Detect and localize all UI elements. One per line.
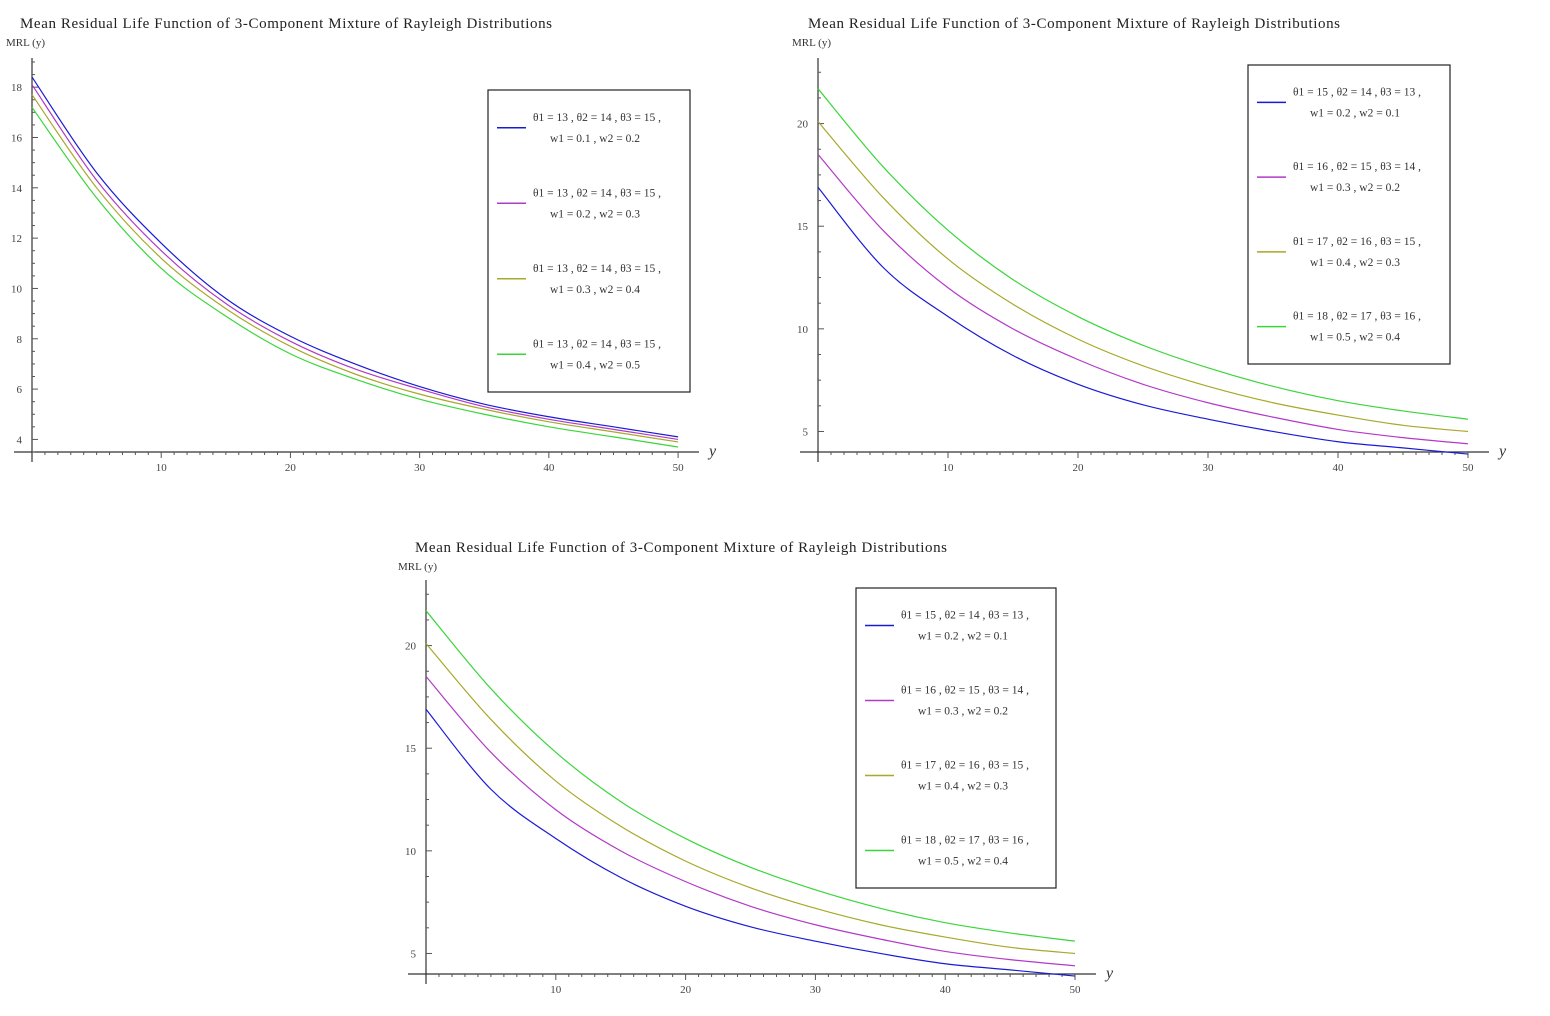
x-tick-label: 50 xyxy=(1463,462,1475,474)
series-line-2 xyxy=(31,84,679,441)
legend-label-4-line2: w1 = 0.4 , w2 = 0.5 xyxy=(550,359,640,371)
chart-title: Mean Residual Life Function of 3-Compone… xyxy=(415,540,948,556)
x-tick-label: 50 xyxy=(673,462,685,474)
x-tick-label: 30 xyxy=(1203,462,1215,474)
chart-panel-1: Mean Residual Life Function of 3-Compone… xyxy=(0,0,760,480)
legend-label-1-line1: θ1 = 15 , θ2 = 14 , θ3 = 13 , xyxy=(1293,86,1421,98)
x-tick-label: 10 xyxy=(943,462,955,474)
y-tick-label: 20 xyxy=(797,119,809,131)
legend-label-3-line1: θ1 = 17 , θ2 = 16 , θ3 = 15 , xyxy=(901,760,1029,772)
y-tick-label: 5 xyxy=(803,426,809,438)
x-axis-label: y xyxy=(1104,965,1114,982)
legend-box xyxy=(855,587,1057,889)
series-line-3 xyxy=(31,94,679,443)
legend-label-1-line1: θ1 = 15 , θ2 = 14 , θ3 = 13 , xyxy=(901,610,1029,622)
series-line-1 xyxy=(31,76,679,438)
x-tick-label: 40 xyxy=(543,462,555,474)
chart-title: Mean Residual Life Function of 3-Compone… xyxy=(808,16,1341,32)
chart-panel-3: Mean Residual Life Function of 3-Compone… xyxy=(390,522,1150,1002)
x-tick-label: 50 xyxy=(1070,984,1082,996)
x-tick-label: 20 xyxy=(285,462,297,474)
series-line-1 xyxy=(817,186,1469,455)
y-axis-label: MRL (y) xyxy=(6,37,45,49)
legend-box xyxy=(1247,64,1451,365)
series-line-4 xyxy=(425,610,1076,942)
legend-label-4-line1: θ1 = 18 , θ2 = 17 , θ3 = 16 , xyxy=(1293,311,1421,323)
x-tick-label: 20 xyxy=(680,984,692,996)
series-line-2 xyxy=(817,153,1469,445)
legend-label-2-line1: θ1 = 16 , θ2 = 15 , θ3 = 14 , xyxy=(901,685,1029,697)
y-tick-label: 4 xyxy=(17,434,23,446)
series-line-3 xyxy=(817,121,1469,433)
chart-svg-2: Mean Residual Life Function of 3-Compone… xyxy=(792,16,1507,474)
x-tick-label: 40 xyxy=(1333,462,1345,474)
series-line-1 xyxy=(425,708,1076,977)
y-tick-label: 15 xyxy=(405,743,417,755)
legend-label-3-line1: θ1 = 13 , θ2 = 14 , θ3 = 15 , xyxy=(533,263,661,275)
legend-label-4-line2: w1 = 0.5 , w2 = 0.4 xyxy=(918,856,1008,868)
chart-panel-2: Mean Residual Life Function of 3-Compone… xyxy=(780,0,1540,480)
y-tick-label: 6 xyxy=(17,384,23,396)
legend-label-1-line2: w1 = 0.1 , w2 = 0.2 xyxy=(550,133,640,145)
y-tick-label: 10 xyxy=(405,846,417,858)
x-tick-label: 30 xyxy=(810,984,822,996)
legend-label-3-line2: w1 = 0.4 , w2 = 0.3 xyxy=(1310,257,1400,269)
y-tick-label: 15 xyxy=(797,221,809,233)
legend-label-1-line2: w1 = 0.2 , w2 = 0.1 xyxy=(918,631,1008,643)
legend-label-2-line2: w1 = 0.2 , w2 = 0.3 xyxy=(550,208,640,220)
legend-label-2-line1: θ1 = 13 , θ2 = 14 , θ3 = 15 , xyxy=(533,187,661,199)
y-tick-label: 10 xyxy=(797,324,809,336)
y-tick-label: 18 xyxy=(11,82,23,94)
chart-title: Mean Residual Life Function of 3-Compone… xyxy=(20,16,553,32)
y-tick-label: 12 xyxy=(11,233,22,245)
x-tick-label: 40 xyxy=(940,984,952,996)
series-line-2 xyxy=(425,675,1076,967)
x-axis-label: y xyxy=(1497,443,1507,460)
legend-label-3-line2: w1 = 0.3 , w2 = 0.4 xyxy=(550,284,640,296)
x-axis-label: y xyxy=(707,443,717,460)
legend-label-2-line2: w1 = 0.3 , w2 = 0.2 xyxy=(1310,182,1400,194)
legend-label-1-line1: θ1 = 13 , θ2 = 14 , θ3 = 15 , xyxy=(533,112,661,124)
y-tick-label: 16 xyxy=(11,132,23,144)
series-line-4 xyxy=(817,88,1469,420)
legend-label-1-line2: w1 = 0.2 , w2 = 0.1 xyxy=(1310,107,1400,119)
legend-label-2-line2: w1 = 0.3 , w2 = 0.2 xyxy=(918,706,1008,718)
x-tick-label: 10 xyxy=(550,984,562,996)
legend-label-4-line1: θ1 = 18 , θ2 = 17 , θ3 = 16 , xyxy=(901,835,1029,847)
legend-label-4-line1: θ1 = 13 , θ2 = 14 , θ3 = 15 , xyxy=(533,338,661,350)
legend-label-3-line1: θ1 = 17 , θ2 = 16 , θ3 = 15 , xyxy=(1293,236,1421,248)
series-line-4 xyxy=(31,106,679,448)
legend-label-3-line2: w1 = 0.4 , w2 = 0.3 xyxy=(918,781,1008,793)
series-line-3 xyxy=(425,643,1076,955)
legend-label-2-line1: θ1 = 16 , θ2 = 15 , θ3 = 14 , xyxy=(1293,161,1421,173)
y-tick-label: 10 xyxy=(11,283,23,295)
x-tick-label: 10 xyxy=(156,462,168,474)
y-tick-label: 8 xyxy=(17,334,23,346)
y-tick-label: 5 xyxy=(411,948,417,960)
y-tick-label: 14 xyxy=(11,183,23,195)
chart-svg-1: Mean Residual Life Function of 3-Compone… xyxy=(6,16,717,474)
x-tick-label: 30 xyxy=(414,462,426,474)
chart-svg-3: Mean Residual Life Function of 3-Compone… xyxy=(398,540,1114,996)
y-axis-label: MRL (y) xyxy=(398,561,437,573)
y-tick-label: 20 xyxy=(405,641,417,653)
x-tick-label: 20 xyxy=(1073,462,1085,474)
y-axis-label: MRL (y) xyxy=(792,37,831,49)
legend-label-4-line2: w1 = 0.5 , w2 = 0.4 xyxy=(1310,332,1400,344)
legend-box xyxy=(487,89,691,393)
